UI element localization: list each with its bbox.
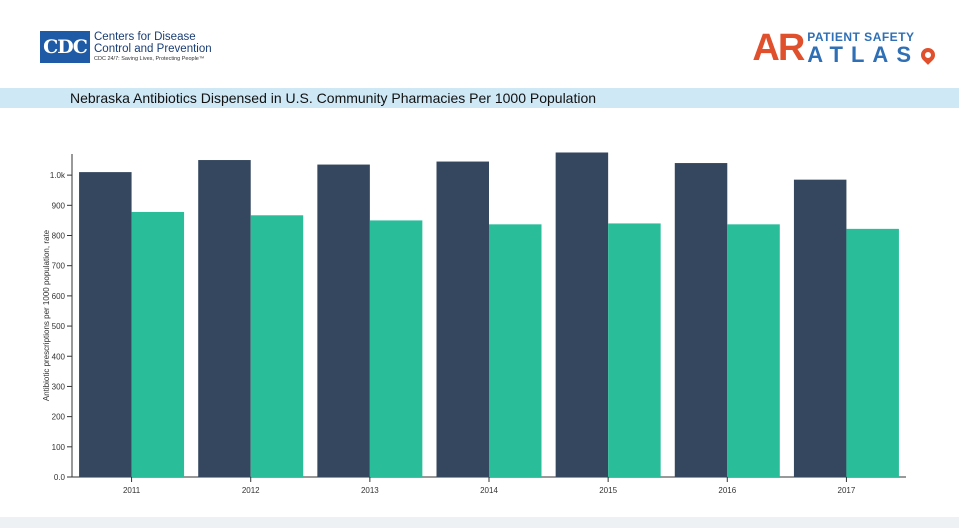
y-tick-label: 100 [52, 443, 66, 452]
cdc-logo-text: Centers for Disease Control and Preventi… [94, 31, 212, 63]
bar [250, 215, 304, 477]
x-tick-label: 2012 [242, 486, 260, 495]
bar [608, 223, 661, 477]
x-tick-label: 2013 [361, 486, 379, 495]
bar [793, 179, 847, 477]
ar-logo-bottom: ATLAS [807, 41, 919, 67]
header: CDC Centers for Disease Control and Prev… [0, 0, 959, 88]
y-tick-label: 600 [52, 292, 66, 301]
ar-logo-top: PATIENT SAFETY [807, 29, 915, 44]
x-tick-label: 2017 [838, 486, 856, 495]
cdc-mark: CDC [40, 31, 90, 63]
x-tick-label: 2011 [123, 486, 141, 495]
y-axis-label: Antibiotic prescriptions per 1000 popula… [42, 229, 51, 401]
y-tick-label: 300 [52, 382, 66, 391]
bar [198, 160, 251, 477]
bar [846, 228, 899, 477]
y-tick-label: 900 [52, 201, 66, 210]
cdc-logo[interactable]: CDC Centers for Disease Control and Prev… [40, 31, 212, 63]
bar [317, 164, 370, 477]
y-tick-label: 400 [52, 352, 66, 361]
map-pin-icon [918, 44, 938, 65]
cdc-line2: Control and Prevention [94, 43, 212, 55]
cdc-tagline: CDC 24/7: Saving Lives, Protecting Peopl… [94, 56, 205, 62]
x-tick-label: 2015 [599, 486, 617, 495]
chart-title: Nebraska Antibiotics Dispensed in U.S. C… [70, 90, 597, 106]
bar [436, 161, 489, 477]
ar-patient-safety-atlas-logo[interactable]: AR PATIENT SAFETY ATLAS [752, 27, 938, 69]
bar [674, 163, 728, 477]
x-tick-label: 2016 [718, 486, 736, 495]
bar-chart: 0.0 100 200 300 400 500 600 700 800 900 1.0k Antibi… [42, 152, 906, 495]
title-bar: Nebraska Antibiotics Dispensed in U.S. C… [0, 88, 959, 108]
y-tick-label: 1.0k [50, 171, 66, 180]
bar [555, 152, 609, 477]
y-tick-label: 500 [52, 322, 66, 331]
ar-logo-bottom-row: ATLAS [807, 41, 938, 67]
bar [131, 211, 185, 478]
cdc-line1: Centers for Disease [94, 31, 196, 43]
ar-logo-text: PATIENT SAFETY ATLAS [807, 29, 938, 67]
bar [727, 224, 780, 477]
bar [369, 220, 423, 477]
bar [489, 224, 542, 477]
ar-mark: AR [752, 27, 805, 69]
y-tick-label: 700 [52, 262, 66, 271]
bar [79, 172, 132, 477]
footer-bar [0, 517, 959, 528]
x-tick-label: 2014 [480, 486, 498, 495]
y-tick-label: 0.0 [54, 473, 66, 482]
y-tick-label: 800 [52, 232, 66, 241]
y-tick-label: 200 [52, 413, 66, 422]
